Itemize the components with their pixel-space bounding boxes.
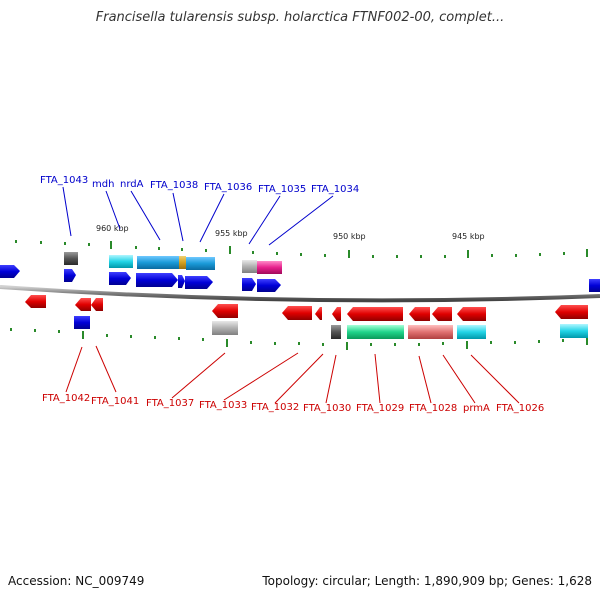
feature-box[interactable] [242,260,257,273]
top-tick-row [15,240,588,258]
feature-box[interactable] [64,252,78,265]
gene-arrow[interactable] [64,269,76,282]
gene-arrow[interactable] [282,306,312,320]
gene-arrow[interactable] [75,298,91,311]
gene-label-fta-1035[interactable]: FTA_1035 [258,184,306,195]
scale-label-945: 945 kbp [452,232,485,241]
gene-label-mdh[interactable]: mdh [92,179,114,190]
forward-genes [0,265,600,292]
gene-arrow[interactable] [136,273,178,287]
gene-arrow[interactable] [315,307,322,320]
feature-box[interactable] [179,256,186,269]
map-title: Francisella tularensis subsp. holarctica… [95,10,505,25]
scale-label-960: 960 kbp [96,224,129,233]
topology-stats-text: Topology: circular; Length: 1,890,909 bp… [262,574,592,588]
gene-arrow[interactable] [212,304,238,318]
feature-box[interactable] [186,257,215,270]
genome-backbone [0,285,600,303]
gene-arrow[interactable] [242,278,256,291]
gene-arrow[interactable] [589,279,600,292]
forward-features [64,252,282,274]
accession-text: Accession: NC_009749 [8,574,145,588]
reverse-genes [25,295,588,321]
scale-label-950: 950 kbp [333,232,366,241]
feature-box[interactable] [408,325,453,339]
gene-label-fta-1042[interactable]: FTA_1042 [42,393,90,404]
feature-box[interactable] [109,255,133,268]
gene-arrow[interactable] [409,307,430,321]
gene-arrow[interactable] [332,307,341,321]
gene-arrow[interactable] [555,305,588,319]
gene-label-fta-1029[interactable]: FTA_1029 [356,403,404,414]
gene-arrow[interactable] [109,272,131,285]
gene-label-fta-1033[interactable]: FTA_1033 [199,400,247,411]
feature-box[interactable] [457,325,486,339]
gene-label-prma[interactable]: prmA [463,403,490,414]
gene-arrow[interactable] [185,276,213,289]
feature-box[interactable] [257,261,282,274]
feature-box[interactable] [212,321,238,335]
reverse-features [74,316,588,339]
gene-arrow[interactable] [257,279,281,292]
gene-label-fta-1034[interactable]: FTA_1034 [311,184,359,195]
bottom-leader-lines [65,345,520,404]
gene-label-fta-1026[interactable]: FTA_1026 [496,403,544,414]
gene-arrow[interactable] [178,275,185,288]
gene-label-fta-1038[interactable]: FTA_1038 [150,180,198,191]
feature-box[interactable] [74,316,90,329]
gene-arrow[interactable] [457,307,486,321]
gene-label-fta-1037[interactable]: FTA_1037 [146,398,194,409]
gene-arrow[interactable] [347,307,403,321]
feature-box[interactable] [560,324,588,338]
gene-label-fta-1028[interactable]: FTA_1028 [409,403,457,414]
feature-box[interactable] [331,325,341,339]
feature-box[interactable] [347,325,404,339]
scale-label-955: 955 kbp [215,229,248,238]
gene-label-fta-1043[interactable]: FTA_1043 [40,175,88,186]
gene-arrow[interactable] [432,307,452,321]
gene-label-fta-1041[interactable]: FTA_1041 [91,396,139,407]
feature-box[interactable] [137,256,179,269]
gene-label-fta-1030[interactable]: FTA_1030 [303,403,351,414]
gene-label-fta-1032[interactable]: FTA_1032 [251,402,299,413]
top-leader-lines [62,186,334,246]
bottom-tick-row [10,328,588,350]
gene-label-nrda[interactable]: nrdA [120,179,144,190]
gene-arrow[interactable] [25,295,46,308]
gene-arrow[interactable] [0,265,20,278]
gene-label-fta-1036[interactable]: FTA_1036 [204,182,252,193]
gene-arrow[interactable] [91,298,103,311]
